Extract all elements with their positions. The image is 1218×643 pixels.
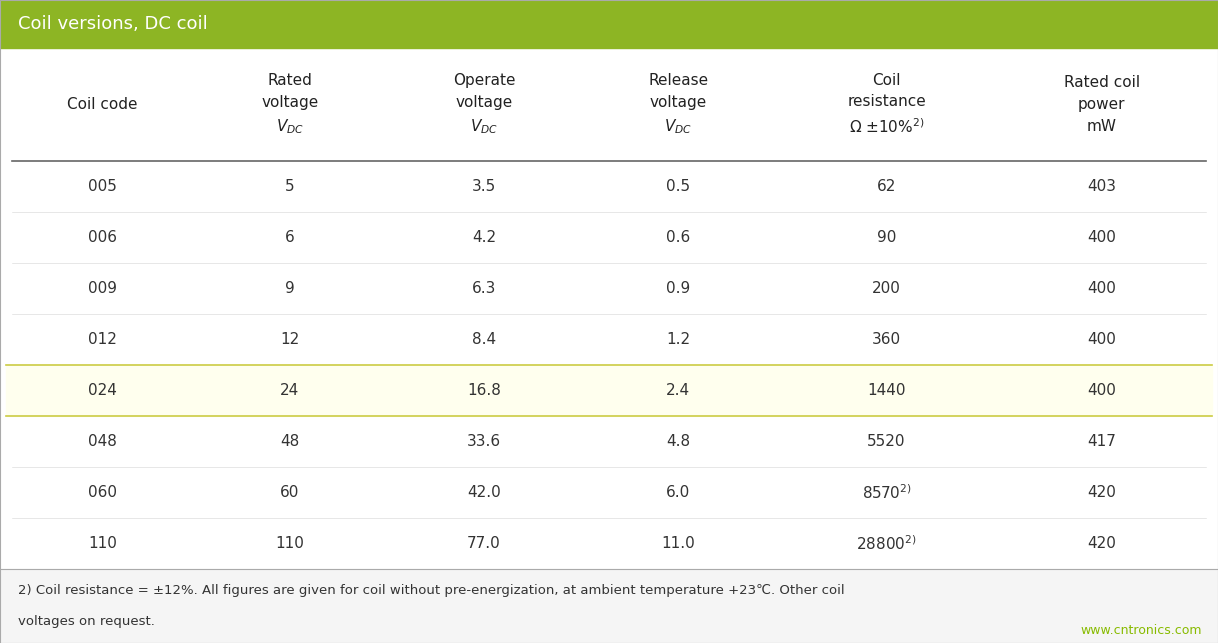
- Text: 3.5: 3.5: [471, 179, 496, 194]
- Text: 42.0: 42.0: [468, 485, 501, 500]
- Text: 2) Coil resistance = ±12%. All figures are given for coil without pre-energizati: 2) Coil resistance = ±12%. All figures a…: [18, 584, 845, 597]
- Text: www.cntronics.com: www.cntronics.com: [1080, 624, 1202, 637]
- Text: 024: 024: [88, 383, 117, 398]
- Text: Operate
voltage
$V_{DC}$: Operate voltage $V_{DC}$: [453, 73, 515, 136]
- Text: 110: 110: [88, 536, 117, 551]
- Text: 6: 6: [285, 230, 295, 245]
- Text: Coil code: Coil code: [67, 97, 138, 112]
- Text: 8.4: 8.4: [473, 332, 496, 347]
- Text: 6.0: 6.0: [666, 485, 691, 500]
- Text: 5520: 5520: [867, 434, 906, 449]
- Text: 012: 012: [88, 332, 117, 347]
- Text: Release
voltage
$V_{DC}$: Release voltage $V_{DC}$: [648, 73, 709, 136]
- Text: 6.3: 6.3: [471, 281, 496, 296]
- Text: Coil versions, DC coil: Coil versions, DC coil: [18, 15, 208, 33]
- Text: 9: 9: [285, 281, 295, 296]
- Text: 0.5: 0.5: [666, 179, 691, 194]
- Text: 009: 009: [88, 281, 117, 296]
- Text: 4.2: 4.2: [473, 230, 496, 245]
- Text: 417: 417: [1088, 434, 1116, 449]
- Text: 110: 110: [275, 536, 304, 551]
- Text: 0.6: 0.6: [666, 230, 691, 245]
- Text: 400: 400: [1088, 281, 1116, 296]
- Text: 0.9: 0.9: [666, 281, 691, 296]
- Text: 200: 200: [872, 281, 901, 296]
- Text: 420: 420: [1088, 536, 1116, 551]
- Text: 420: 420: [1088, 485, 1116, 500]
- Text: 048: 048: [88, 434, 117, 449]
- Text: 403: 403: [1088, 179, 1116, 194]
- Text: 006: 006: [88, 230, 117, 245]
- Text: 1.2: 1.2: [666, 332, 691, 347]
- Text: 11.0: 11.0: [661, 536, 695, 551]
- Text: 90: 90: [877, 230, 896, 245]
- Text: 48: 48: [280, 434, 300, 449]
- Text: 16.8: 16.8: [468, 383, 501, 398]
- Text: 400: 400: [1088, 332, 1116, 347]
- Text: 1440: 1440: [867, 383, 906, 398]
- Text: 400: 400: [1088, 383, 1116, 398]
- Text: 62: 62: [877, 179, 896, 194]
- Text: 005: 005: [88, 179, 117, 194]
- Text: 12: 12: [280, 332, 300, 347]
- Text: 24: 24: [280, 383, 300, 398]
- Text: 8570$^{2)}$: 8570$^{2)}$: [861, 483, 911, 502]
- Text: 360: 360: [872, 332, 901, 347]
- Text: 2.4: 2.4: [666, 383, 691, 398]
- Text: Rated coil
power
mW: Rated coil power mW: [1063, 75, 1140, 134]
- Bar: [0, 569, 1218, 643]
- Bar: [0, 0, 1218, 48]
- Text: voltages on request.: voltages on request.: [18, 615, 155, 628]
- Text: 60: 60: [280, 485, 300, 500]
- Text: Rated
voltage
$V_{DC}$: Rated voltage $V_{DC}$: [261, 73, 318, 136]
- Text: 4.8: 4.8: [666, 434, 691, 449]
- Text: 28800$^{2)}$: 28800$^{2)}$: [856, 534, 917, 553]
- Text: 400: 400: [1088, 230, 1116, 245]
- Bar: [6, 365, 1212, 416]
- Text: 5: 5: [285, 179, 295, 194]
- Text: 77.0: 77.0: [468, 536, 501, 551]
- Text: Coil
resistance
$\Omega$ $\pm$10%$^{2)}$: Coil resistance $\Omega$ $\pm$10%$^{2)}$: [848, 73, 926, 136]
- Text: 060: 060: [88, 485, 117, 500]
- Text: 33.6: 33.6: [466, 434, 501, 449]
